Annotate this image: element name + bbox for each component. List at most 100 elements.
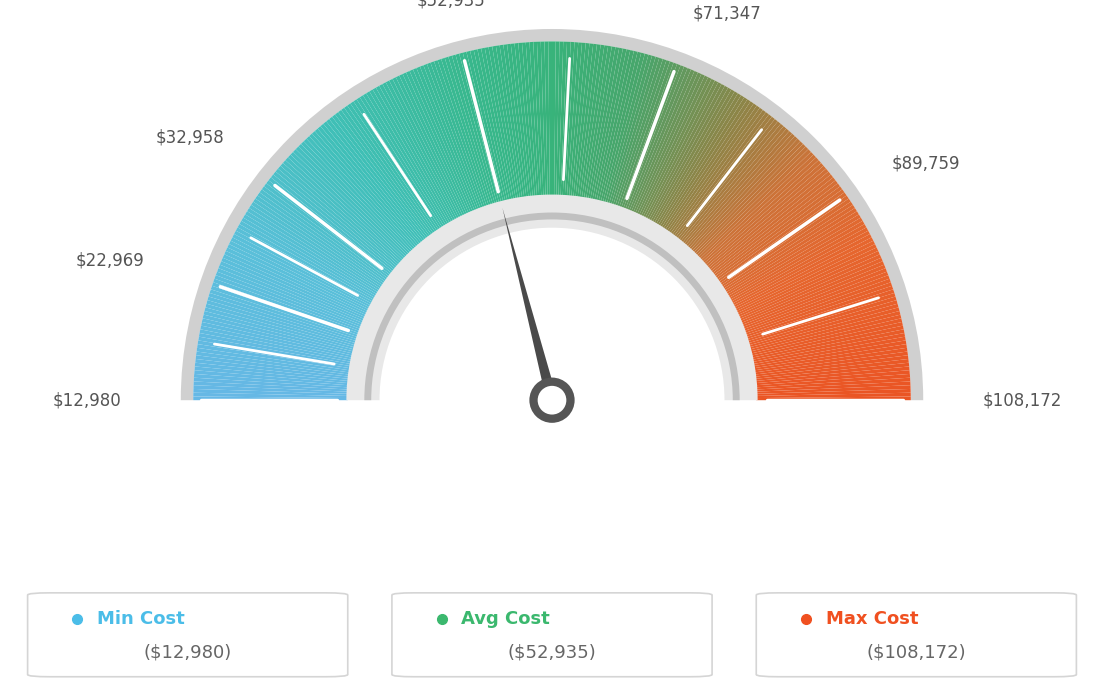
Wedge shape — [639, 75, 708, 217]
FancyBboxPatch shape — [756, 593, 1076, 677]
Wedge shape — [686, 128, 789, 247]
Wedge shape — [199, 333, 351, 364]
Wedge shape — [659, 95, 744, 228]
Wedge shape — [347, 195, 757, 400]
Text: $89,759: $89,759 — [892, 155, 960, 172]
Wedge shape — [753, 333, 905, 364]
Wedge shape — [201, 322, 352, 357]
Wedge shape — [466, 51, 506, 202]
Wedge shape — [211, 286, 359, 337]
Wedge shape — [701, 155, 816, 262]
Wedge shape — [234, 230, 372, 306]
Wedge shape — [730, 224, 867, 302]
Wedge shape — [754, 348, 907, 373]
Wedge shape — [672, 110, 766, 236]
Wedge shape — [348, 104, 437, 233]
Text: ($52,935): ($52,935) — [508, 643, 596, 661]
Wedge shape — [318, 126, 421, 246]
Wedge shape — [329, 117, 427, 240]
Wedge shape — [537, 41, 545, 196]
Wedge shape — [683, 126, 786, 246]
Wedge shape — [492, 46, 520, 199]
Wedge shape — [237, 224, 374, 302]
Wedge shape — [257, 193, 385, 284]
Wedge shape — [194, 374, 348, 387]
Wedge shape — [197, 348, 350, 373]
Wedge shape — [268, 177, 392, 275]
Wedge shape — [197, 344, 350, 371]
Wedge shape — [452, 55, 497, 204]
Wedge shape — [530, 42, 541, 197]
Wedge shape — [605, 54, 648, 204]
Wedge shape — [213, 279, 360, 333]
Wedge shape — [403, 72, 469, 215]
Wedge shape — [240, 221, 375, 300]
Wedge shape — [253, 199, 383, 287]
Wedge shape — [470, 50, 508, 201]
Wedge shape — [363, 93, 446, 226]
Wedge shape — [728, 217, 862, 298]
Wedge shape — [198, 340, 351, 368]
Wedge shape — [633, 71, 698, 214]
Wedge shape — [236, 227, 373, 304]
Wedge shape — [690, 136, 797, 251]
Wedge shape — [533, 41, 543, 196]
Wedge shape — [477, 48, 511, 200]
Wedge shape — [622, 63, 677, 209]
Wedge shape — [582, 46, 608, 199]
Wedge shape — [200, 326, 352, 359]
Wedge shape — [552, 41, 555, 196]
Wedge shape — [677, 117, 775, 240]
Wedge shape — [754, 351, 907, 375]
Wedge shape — [693, 141, 803, 255]
Wedge shape — [751, 315, 901, 353]
Wedge shape — [307, 136, 414, 251]
Wedge shape — [511, 43, 531, 197]
Wedge shape — [406, 71, 471, 214]
Wedge shape — [353, 99, 440, 230]
FancyBboxPatch shape — [28, 593, 348, 677]
Wedge shape — [756, 385, 911, 394]
Wedge shape — [245, 211, 379, 295]
Text: ($108,172): ($108,172) — [867, 643, 966, 661]
Wedge shape — [755, 355, 909, 377]
Wedge shape — [745, 282, 892, 335]
Wedge shape — [575, 43, 597, 197]
Wedge shape — [676, 115, 772, 239]
Wedge shape — [665, 101, 754, 231]
Wedge shape — [208, 297, 357, 343]
Wedge shape — [410, 70, 473, 213]
Wedge shape — [270, 175, 393, 273]
Wedge shape — [463, 52, 503, 202]
Wedge shape — [561, 41, 571, 196]
Wedge shape — [753, 337, 905, 366]
Wedge shape — [194, 363, 349, 381]
Wedge shape — [743, 275, 890, 331]
Wedge shape — [448, 56, 495, 205]
Wedge shape — [301, 141, 411, 255]
Wedge shape — [290, 152, 404, 260]
Wedge shape — [673, 112, 768, 237]
Wedge shape — [503, 44, 527, 198]
Wedge shape — [689, 134, 795, 250]
Wedge shape — [223, 254, 365, 319]
Wedge shape — [554, 41, 560, 196]
Wedge shape — [251, 201, 382, 289]
Wedge shape — [750, 311, 901, 351]
Wedge shape — [679, 119, 778, 242]
Wedge shape — [364, 213, 740, 400]
Wedge shape — [670, 108, 763, 235]
Wedge shape — [743, 272, 889, 329]
Text: $12,980: $12,980 — [53, 391, 121, 409]
Wedge shape — [567, 42, 582, 197]
Wedge shape — [703, 160, 821, 265]
Wedge shape — [382, 82, 457, 220]
Wedge shape — [526, 42, 539, 197]
Wedge shape — [227, 244, 368, 313]
Wedge shape — [749, 304, 899, 347]
Wedge shape — [193, 389, 348, 396]
Wedge shape — [731, 227, 868, 304]
Wedge shape — [396, 75, 465, 217]
Wedge shape — [705, 163, 824, 267]
Wedge shape — [591, 48, 623, 200]
